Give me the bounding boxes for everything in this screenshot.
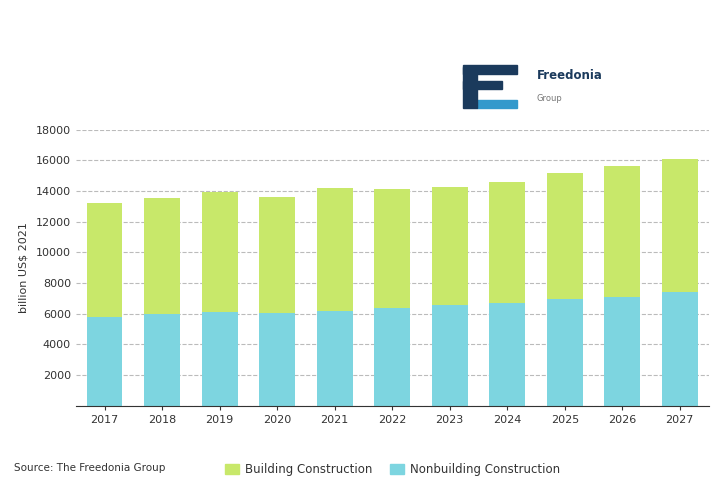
Bar [145, 313, 180, 406]
Bar [432, 187, 468, 305]
Bar [317, 188, 353, 311]
Bar [547, 173, 583, 299]
Bar [145, 198, 180, 313]
Bar [477, 100, 517, 108]
Bar [463, 81, 502, 89]
Bar [547, 299, 583, 406]
Text: (billion US$ 2021): (billion US$ 2021) [11, 83, 129, 96]
Bar [260, 197, 295, 313]
Y-axis label: billion US$ 2021: billion US$ 2021 [19, 222, 29, 313]
Bar [604, 297, 640, 406]
Bar [202, 192, 238, 312]
Text: Figure 4-1.: Figure 4-1. [11, 12, 83, 25]
Legend: Building Construction, Nonbuilding Construction: Building Construction, Nonbuilding Const… [220, 458, 565, 480]
Bar [489, 303, 525, 406]
Bar [463, 65, 517, 74]
Text: Global Construction Expenditures by Type,: Global Construction Expenditures by Type… [11, 36, 294, 48]
Bar [489, 182, 525, 303]
Bar [202, 312, 238, 406]
Text: Freedonia: Freedonia [536, 69, 602, 83]
Bar [375, 190, 410, 308]
Bar [662, 159, 698, 292]
Bar [604, 167, 640, 297]
Bar [87, 203, 122, 317]
Bar [662, 292, 698, 406]
Bar [260, 313, 295, 406]
Bar [87, 317, 122, 406]
Bar [463, 67, 477, 108]
Bar [432, 305, 468, 406]
Bar [375, 308, 410, 406]
Text: 2017 – 2027: 2017 – 2027 [11, 59, 90, 72]
Text: Source: The Freedonia Group: Source: The Freedonia Group [14, 463, 166, 473]
Bar [317, 311, 353, 406]
Text: Group: Group [536, 94, 562, 103]
